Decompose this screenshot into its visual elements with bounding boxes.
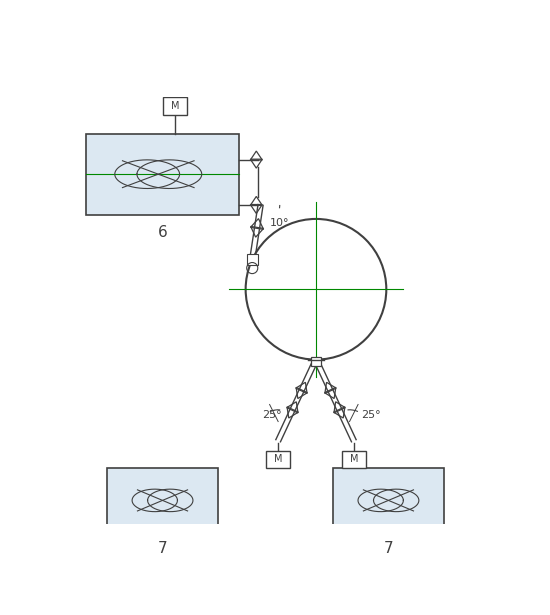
Bar: [333, 469, 444, 533]
Bar: [247, 254, 258, 265]
Bar: [266, 451, 290, 469]
Bar: [107, 469, 218, 533]
Text: 10°: 10°: [270, 218, 289, 228]
Bar: [311, 357, 321, 366]
Bar: [86, 133, 239, 215]
Text: M: M: [171, 100, 179, 111]
Text: 7: 7: [384, 541, 393, 556]
Bar: [342, 451, 366, 469]
Text: 25°: 25°: [361, 410, 381, 420]
Text: M: M: [274, 454, 282, 464]
Text: 6: 6: [158, 225, 167, 240]
Text: 25°: 25°: [262, 410, 282, 420]
Text: 7: 7: [158, 541, 167, 556]
Text: M: M: [350, 454, 358, 464]
Bar: [163, 97, 187, 114]
